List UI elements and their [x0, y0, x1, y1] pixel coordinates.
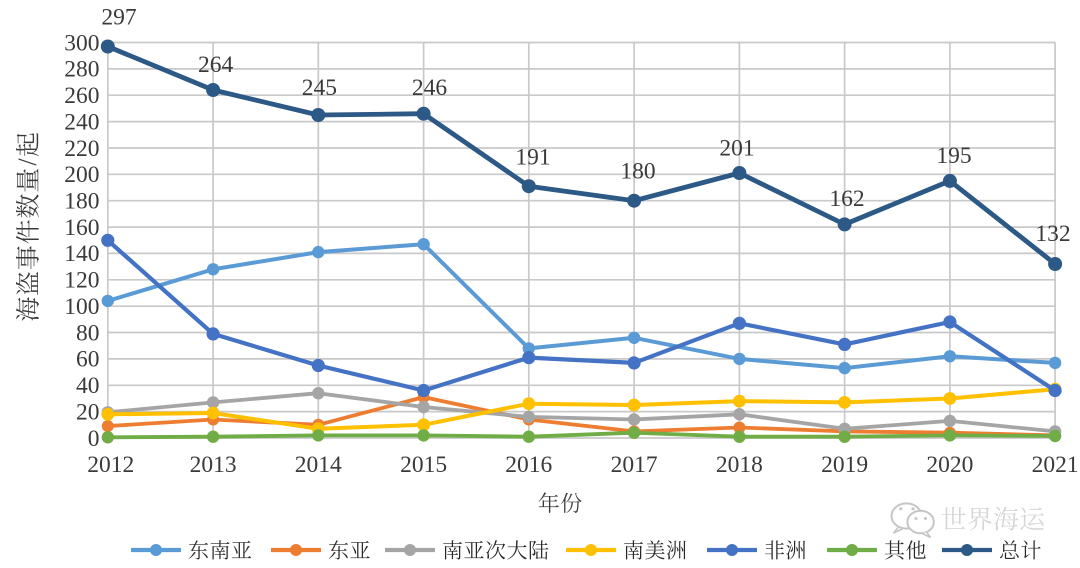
svg-text:2016: 2016 — [505, 452, 552, 478]
svg-text:2021: 2021 — [1032, 452, 1079, 478]
svg-text:220: 220 — [64, 136, 99, 162]
svg-text:280: 280 — [64, 57, 99, 83]
svg-text:2020: 2020 — [926, 452, 973, 478]
svg-text:/: / — [13, 158, 42, 166]
svg-text:300: 300 — [64, 30, 99, 56]
svg-text:80: 80 — [76, 320, 100, 346]
svg-text:180: 180 — [620, 158, 655, 184]
svg-text:120: 120 — [64, 268, 99, 294]
svg-text:2015: 2015 — [400, 452, 447, 478]
svg-text:200: 200 — [64, 162, 99, 188]
svg-text:297: 297 — [101, 4, 137, 30]
svg-text:195: 195 — [936, 143, 971, 169]
svg-text:264: 264 — [198, 52, 234, 78]
svg-text:132: 132 — [1035, 221, 1070, 247]
svg-text:260: 260 — [64, 83, 99, 109]
svg-text:240: 240 — [64, 109, 99, 135]
svg-text:100: 100 — [64, 294, 99, 320]
svg-text:2017: 2017 — [611, 452, 658, 478]
svg-text:40: 40 — [76, 373, 100, 399]
svg-text:160: 160 — [64, 215, 99, 241]
svg-text:201: 201 — [719, 135, 754, 161]
svg-text:191: 191 — [515, 144, 550, 170]
svg-text:2013: 2013 — [190, 452, 237, 478]
svg-text:246: 246 — [412, 75, 448, 101]
svg-text:20: 20 — [76, 399, 100, 425]
svg-text:2012: 2012 — [87, 452, 134, 478]
svg-text:180: 180 — [64, 189, 99, 215]
svg-text:2019: 2019 — [821, 452, 868, 478]
svg-text:2018: 2018 — [716, 452, 763, 478]
svg-text:0: 0 — [88, 426, 100, 452]
svg-text:2014: 2014 — [295, 452, 342, 478]
svg-text:140: 140 — [64, 241, 99, 267]
svg-text:162: 162 — [829, 186, 864, 212]
svg-text:245: 245 — [302, 75, 337, 101]
svg-text:60: 60 — [76, 347, 100, 373]
